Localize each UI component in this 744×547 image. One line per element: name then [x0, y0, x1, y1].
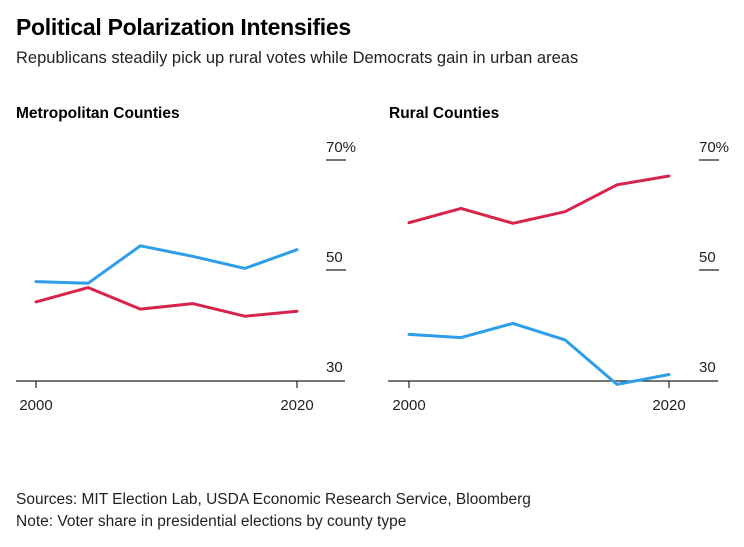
rural-series-line-0: [407, 174, 671, 225]
y-tick-label: 30: [699, 359, 716, 376]
x-tick-label: 2000: [392, 397, 425, 414]
rural-series-line-1: [407, 321, 671, 386]
y-tick-label: 70%: [326, 139, 356, 156]
x-tick-label: 2020: [652, 397, 685, 414]
panel-title-metropolitan: Metropolitan Counties: [16, 105, 180, 122]
footer-sources: Sources: MIT Election Lab, USDA Economic…: [16, 491, 531, 508]
x-tick-label: 2000: [19, 397, 52, 414]
metropolitan-series-line-1: [34, 286, 299, 318]
y-tick-label: 70%: [699, 139, 729, 156]
x-tick-label: 2020: [280, 397, 313, 414]
footer-note: Note: Voter share in presidential electi…: [16, 513, 407, 530]
chart-subtitle: Republicans steadily pick up rural votes…: [16, 49, 579, 67]
metropolitan-series-line-0: [34, 244, 299, 285]
chart-title: Political Polarization Intensifies: [16, 14, 351, 40]
y-tick-label: 50: [699, 249, 716, 266]
y-tick-label: 30: [326, 359, 343, 376]
panel-title-rural: Rural Counties: [389, 105, 500, 122]
y-tick-label: 50: [326, 249, 343, 266]
